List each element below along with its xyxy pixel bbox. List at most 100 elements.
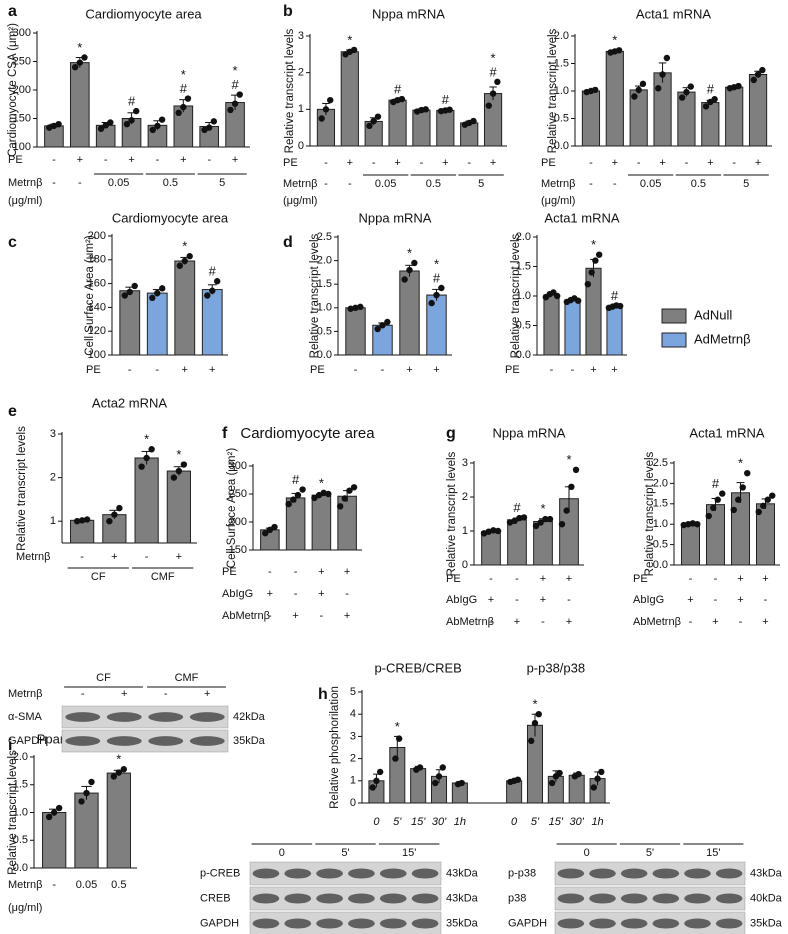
- condition-value: -: [489, 573, 493, 585]
- data-point: [719, 490, 726, 497]
- data-point: [739, 484, 746, 491]
- blot-size: 35kDa: [233, 735, 266, 747]
- y-tick-label: 1: [350, 775, 356, 787]
- data-point: [299, 486, 306, 493]
- y-tick-label: 0.0: [554, 140, 569, 152]
- condition-value: +: [442, 157, 448, 169]
- western-blot: 0 5' 15' p-CREB 43kDa CREB 43kDa GAPDH 35kDa: [200, 843, 479, 934]
- condition-value: +: [566, 616, 572, 628]
- blot-strip: [554, 886, 746, 911]
- condition-value: -: [78, 177, 82, 189]
- data-point: [143, 454, 150, 462]
- lane-group-label: 5': [646, 847, 654, 859]
- blot-band: [316, 868, 343, 879]
- y-tick-label: 5: [350, 686, 356, 698]
- data-point: [663, 54, 671, 62]
- legend-swatch: [661, 332, 687, 348]
- blot-band: [715, 868, 743, 879]
- condition-value: 5: [219, 177, 225, 189]
- data-point: [322, 106, 330, 113]
- data-point: [655, 85, 662, 92]
- lane-group-label: CF: [96, 672, 111, 684]
- y-tick-label: 1.5: [317, 278, 332, 290]
- data-point: [735, 82, 742, 90]
- y-tick-label: 0.5: [317, 325, 332, 337]
- condition-value: +: [176, 551, 182, 563]
- bar: [564, 299, 581, 356]
- x-tick-label: 15': [549, 816, 564, 828]
- blot-band: [189, 712, 225, 722]
- condition-value: -: [81, 688, 85, 700]
- data-point: [615, 47, 623, 54]
- condition-value: +: [267, 588, 273, 600]
- condition-value: +: [488, 594, 494, 606]
- significance-mark: *: [116, 752, 121, 767]
- panel-letter: d: [283, 234, 293, 251]
- data-point: [205, 124, 213, 131]
- data-point: [494, 78, 501, 86]
- bar: [388, 99, 407, 147]
- x-tick-label: 0: [511, 816, 518, 828]
- data-point: [702, 103, 710, 110]
- condition-label: AbIgG: [446, 594, 477, 606]
- blot-strip: [249, 886, 442, 911]
- data-point: [148, 446, 155, 453]
- condition-value: +: [590, 364, 596, 376]
- y-tick-label: 0.5: [554, 112, 569, 124]
- data-point: [352, 304, 359, 311]
- condition-label: PE: [446, 573, 461, 585]
- significance-mark: *: [233, 63, 238, 78]
- condition-label: Metrnβ: [8, 879, 42, 891]
- condition-value: CF: [91, 571, 106, 583]
- blot-size: 43kDa: [750, 867, 783, 879]
- blot-band: [379, 918, 407, 929]
- condition-value: -: [268, 610, 272, 622]
- condition-value: -: [52, 154, 56, 166]
- data-point: [438, 284, 445, 292]
- condition-value: +: [209, 364, 215, 376]
- data-point: [764, 496, 771, 503]
- bar: [166, 470, 191, 544]
- significance-mark: *: [181, 67, 186, 82]
- x-tick-label: 5': [393, 816, 402, 828]
- data-point: [55, 804, 63, 812]
- x-tick-label: 30': [432, 816, 447, 828]
- data-point: [227, 106, 234, 114]
- blot-label: α-SMA: [8, 711, 43, 723]
- blot-band: [379, 868, 407, 879]
- data-point: [45, 813, 53, 821]
- condition-value: -: [589, 157, 593, 169]
- bar: [507, 519, 527, 566]
- y-tick-label: 1.5: [554, 57, 569, 69]
- data-point: [553, 292, 561, 300]
- data-point: [138, 463, 145, 470]
- y-tick-label: 100: [88, 349, 106, 361]
- y-axis-label: Relative transcript levels: [446, 451, 458, 576]
- chart-title: Acta1 mRNA: [689, 425, 764, 440]
- y-tick-label: 0.0: [317, 349, 332, 361]
- data-point: [369, 784, 376, 791]
- y-tick-label: 2: [462, 491, 468, 503]
- blot-label: GAPDH: [508, 917, 547, 929]
- condition-value: +: [659, 157, 665, 169]
- data-point: [511, 517, 518, 524]
- data-point: [428, 299, 435, 307]
- y-axis-label: Relative phosphorilation: [329, 686, 341, 809]
- data-point: [588, 269, 595, 276]
- condition-label: PE: [8, 154, 23, 166]
- bar: [681, 523, 700, 566]
- blot-band: [284, 918, 312, 929]
- blot-band: [411, 893, 439, 904]
- blot-band: [715, 918, 743, 929]
- data-point: [433, 291, 440, 299]
- condition-value: +: [490, 157, 496, 169]
- condition-value: CMF: [151, 571, 175, 583]
- condition-value: +: [128, 154, 134, 166]
- y-tick-label: 0.0: [13, 862, 28, 874]
- data-point: [556, 769, 563, 777]
- data-point: [290, 496, 297, 503]
- y-tick-label: 200: [229, 516, 247, 528]
- data-point: [374, 113, 382, 120]
- data-point: [131, 282, 138, 290]
